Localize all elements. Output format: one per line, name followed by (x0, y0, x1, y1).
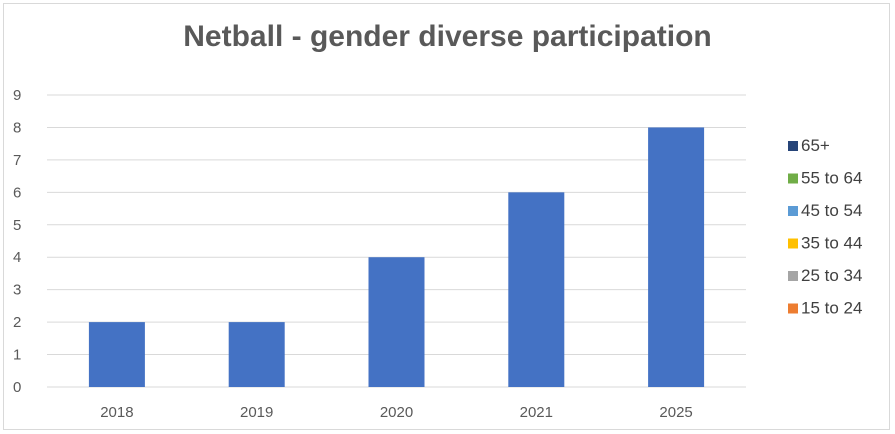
bar-2018 (88, 322, 145, 387)
legend-swatch (788, 238, 798, 249)
bar-2019 (228, 322, 285, 387)
y-tick-label: 4 (13, 249, 21, 266)
legend-label: 25 to 34 (801, 266, 862, 285)
y-tick-label: 8 (13, 119, 21, 136)
x-tick-label: 2021 (520, 404, 553, 421)
bar-2020 (368, 257, 425, 387)
legend-swatch (788, 141, 798, 151)
x-tick-label: 2019 (240, 404, 273, 421)
y-tick-label: 3 (13, 282, 21, 299)
y-tick-label: 9 (13, 87, 21, 104)
y-tick-label: 5 (13, 217, 21, 234)
chart-frame (3, 3, 890, 430)
legend-label: 45 to 54 (801, 201, 862, 220)
legend-label: 15 to 24 (801, 299, 862, 318)
legend-label: 35 to 44 (801, 234, 862, 253)
y-tick-label: 7 (13, 152, 21, 169)
y-tick-label: 2 (13, 314, 21, 331)
x-tick-label: 2020 (380, 404, 413, 421)
legend-swatch (788, 303, 798, 314)
legend-label: 55 to 64 (801, 169, 862, 188)
legend-swatch (788, 206, 798, 216)
legend-label: 65+ (801, 136, 830, 155)
legend-swatch (788, 173, 798, 184)
x-tick-label: 2025 (659, 404, 692, 421)
bar-2021 (508, 192, 565, 387)
chart-title: Netball - gender diverse participation (183, 20, 712, 53)
bar-2025 (648, 127, 705, 387)
y-tick-label: 1 (13, 347, 21, 364)
x-tick-label: 2018 (100, 404, 133, 421)
y-tick-label: 6 (13, 184, 21, 201)
legend-swatch (788, 271, 798, 281)
y-tick-label: 0 (13, 379, 21, 396)
